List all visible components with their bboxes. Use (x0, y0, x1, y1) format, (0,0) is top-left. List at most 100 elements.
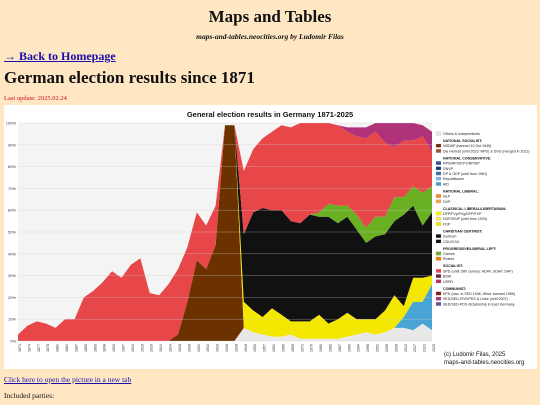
legend-item-label: Greens (443, 252, 455, 256)
series-area-pds-die-linke (18, 123, 432, 335)
x-tick-label: 2017 (413, 344, 417, 352)
x-tick-label: 2025 (432, 344, 436, 352)
x-tick-label: 1920 (150, 344, 154, 352)
election-chart: General election results in Germany 1871… (6, 110, 530, 366)
x-tick-label: 2005 (385, 344, 389, 352)
back-to-homepage-link[interactable]: → Back to Homepage (4, 49, 116, 63)
legend-swatch (435, 256, 442, 261)
open-picture-link[interactable]: Click here to open the picture in a new … (4, 375, 132, 384)
legend-swatch (435, 131, 442, 136)
x-tick-label: 1919 (140, 344, 144, 352)
series-area-spd (18, 123, 432, 341)
legend-item-label: USPD (443, 280, 453, 284)
y-tick-label: 100% (6, 121, 17, 126)
x-tick-label: 1998 (366, 344, 370, 352)
series-area-others-independents (18, 323, 432, 341)
x-tick-label: 2013 (404, 344, 408, 352)
y-tick-label: 70% (8, 186, 16, 191)
legend-swatch (435, 302, 442, 306)
x-tick-label: 2021 (423, 344, 427, 352)
y-tick-label: 80% (8, 164, 16, 169)
x-tick-label: 1878 (46, 344, 50, 352)
legend-swatch (435, 279, 442, 284)
x-tick-label: 1994 (357, 344, 361, 352)
legend-swatch (435, 216, 442, 221)
y-tick-label: 60% (8, 208, 16, 213)
legend-item-label: KPD (ban. in SED 1946, West: banned 1956… (443, 292, 515, 296)
y-tick-label: 10% (8, 317, 16, 322)
legend-swatch (435, 222, 442, 226)
x-tick-label: 1912 (131, 344, 135, 352)
x-tick-label: 1957 (263, 344, 267, 352)
legend-item-label: SED/SED-PDS/PDS & Linke (until 2007) (443, 297, 508, 301)
x-tick-label: 1990 (347, 344, 351, 352)
series-area-fdp (18, 125, 432, 341)
legend-swatch (435, 171, 442, 176)
x-tick-label: 1930 (187, 344, 191, 352)
x-tick-label: 1976 (310, 344, 314, 352)
legend-item-label: RP/DRP/DKP-DRP/DP (443, 162, 480, 166)
y-tick-label: 20% (8, 295, 16, 300)
x-tick-label: 1938 (234, 344, 238, 352)
x-tick-label: 1903 (112, 344, 116, 352)
x-tick-label: 1987 (338, 344, 342, 352)
legend-item-label: NSDAP (banned 10 Oct 1945) (443, 144, 491, 148)
legend-item-label: AfD (443, 182, 449, 186)
legend-swatch (435, 274, 442, 278)
x-tick-label: 1884 (65, 344, 69, 352)
legend-group-title: PROGRESSIVE/LIBERAL LEFT: (443, 247, 496, 251)
legend-group-title: NATIONAL LIBERAL: (443, 189, 479, 193)
x-tick-label: 1887 (75, 344, 79, 352)
legend-swatch (435, 291, 442, 296)
page-heading: German election results since 1871 (4, 68, 255, 87)
y-tick-label: 0% (10, 339, 16, 344)
legend-swatch (435, 149, 442, 153)
x-tick-label: 1933 (216, 344, 220, 352)
site-title: Maps and Tables (208, 7, 332, 26)
legend-group-title: CLASSICAL LIBERAL/LIBERTARIAN: (443, 207, 506, 211)
x-tick-label: 1928 (178, 344, 182, 352)
x-tick-label: 1953 (253, 344, 257, 352)
y-tick-label: 30% (8, 273, 16, 278)
legend-swatch (435, 234, 442, 238)
x-tick-label: 1980 (319, 344, 323, 352)
legend-item-label: CDU/CSU (443, 240, 460, 244)
x-tick-label: 1890 (84, 344, 88, 352)
legend-item-label: DVP (443, 200, 451, 204)
y-tick-label: 40% (8, 251, 16, 256)
legend-swatch (435, 176, 442, 181)
series-area-nsdap-banned-10-oct-1945 (18, 125, 432, 341)
site-subtitle: maps-and-tables.neocities.org by Ludomir… (196, 32, 344, 41)
legend-swatch (435, 269, 442, 273)
series-area-cdu-csu (18, 125, 432, 341)
legend-item-label: NLP (443, 195, 451, 199)
x-tick-label: 2009 (394, 344, 398, 352)
legend-swatch (435, 199, 442, 204)
x-tick-label: 1898 (103, 344, 107, 352)
legend-item-label: Pirates (443, 257, 454, 261)
legend-item-label: SED/SED-PDS dictatorship in East Germany (443, 302, 515, 306)
legend-item-label: BSW (443, 275, 452, 279)
legend-swatch (435, 182, 442, 186)
legend-item-label: SPD (until 19th century: ADAV, SDAP, SAP… (443, 269, 513, 273)
legend-item-label: Die Heimat (until 2023: NPD) & DVU (merg… (443, 149, 529, 153)
legend-swatch (435, 211, 442, 216)
legend-group-title: CHRISTIAN CENTRIST: (443, 229, 482, 233)
x-tick-label: 1871 (18, 344, 22, 352)
legend-swatch (435, 239, 442, 244)
x-tick-label: 1965 (282, 344, 286, 352)
x-tick-label: 1961 (272, 344, 276, 352)
legend-group-title: NATIONAL SOCIALIST: (443, 139, 482, 143)
x-tick-label: 1932 (206, 344, 210, 352)
legend-swatch (435, 296, 442, 301)
x-tick-label: 1949 (244, 344, 248, 352)
election-chart-image[interactable]: General election results in Germany 1871… (4, 105, 537, 369)
x-tick-label: 1881 (56, 344, 60, 352)
x-tick-label: 1907 (122, 344, 126, 352)
x-tick-label: 2002 (376, 344, 380, 352)
legend-item-label: DFP/FVp/FVg/DFP/FVP (443, 212, 482, 216)
legend-swatch (435, 143, 442, 148)
legend-item-label: FDP (443, 222, 451, 226)
y-tick-label: 50% (8, 230, 16, 235)
last-update-text: Last update: 2025.02.24 (4, 95, 67, 102)
